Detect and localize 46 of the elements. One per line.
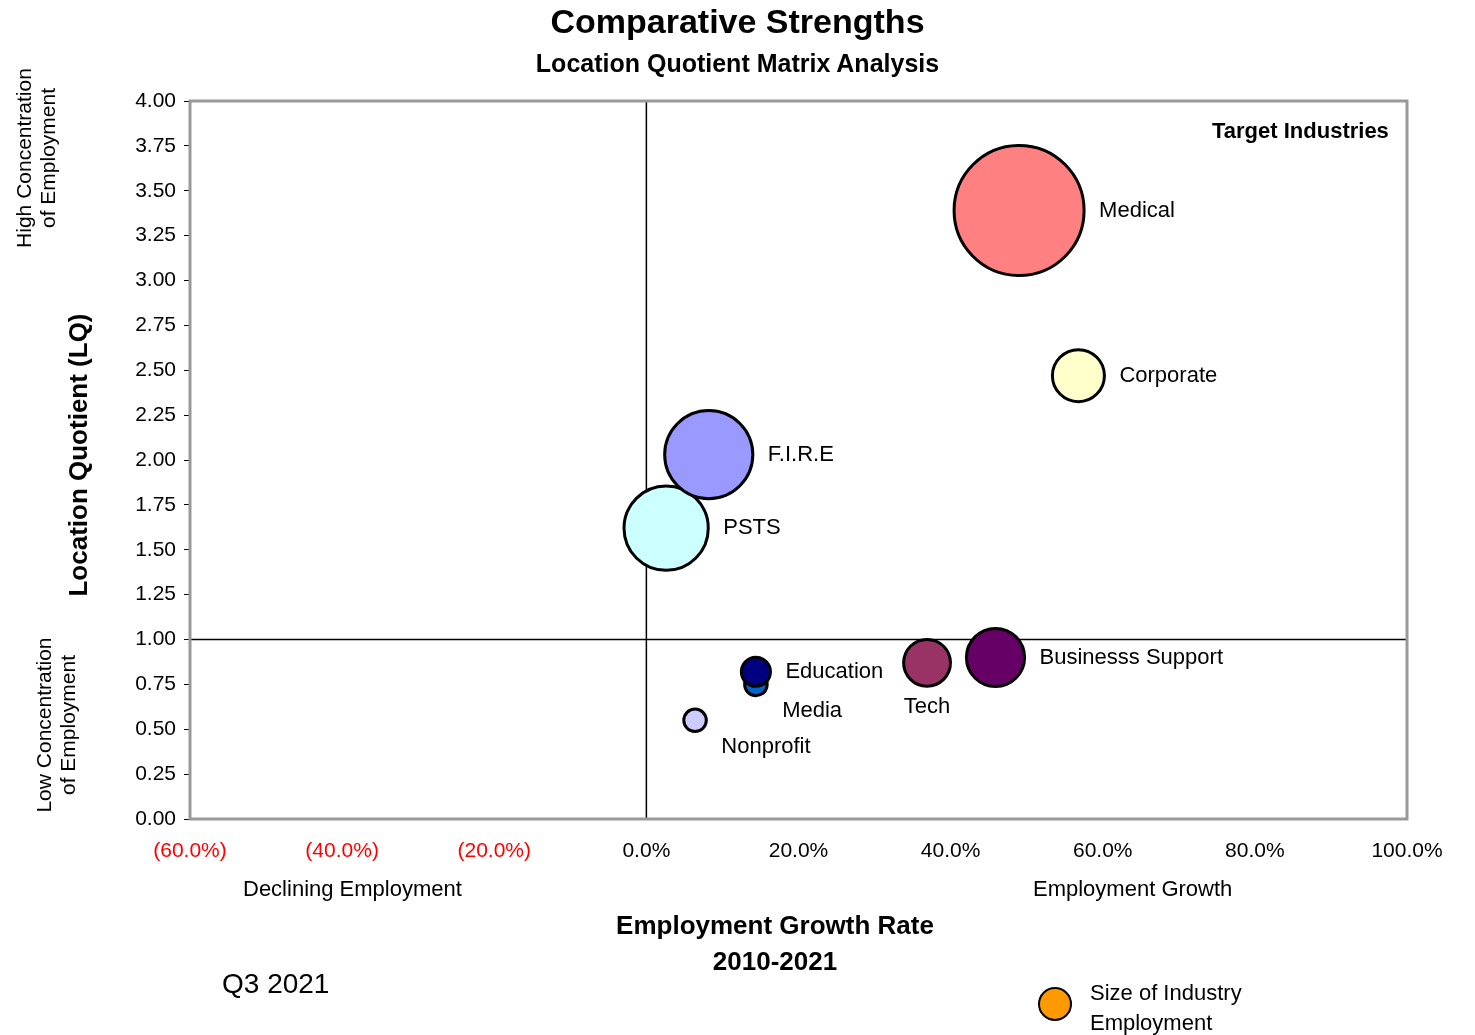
- text: Size of Industry Employment: [1090, 979, 1242, 1035]
- y-tick-label: 4.00: [135, 87, 176, 111]
- x-tick-label: (40.0%): [305, 838, 379, 862]
- y-tick-label: 1.50: [135, 536, 176, 560]
- y-tick-label: 1.75: [135, 491, 176, 515]
- series-label: Media: [782, 696, 843, 722]
- text: Declining Employment: [243, 876, 462, 902]
- series-label: Education: [785, 657, 884, 683]
- text: Q3 2021: [222, 968, 330, 1000]
- y-tick-label: 1.00: [135, 626, 176, 650]
- series-label: Businesss Support: [1039, 643, 1224, 669]
- y-tick-label: 2.25: [135, 401, 176, 425]
- text: Low Concentration of Employment: [32, 637, 80, 813]
- x-tick-label: (60.0%): [153, 838, 227, 862]
- y-tick-label: 3.50: [135, 177, 176, 201]
- series-label: Nonprofit: [721, 732, 811, 758]
- y-tick-label: 3.00: [135, 267, 176, 291]
- y-tick-label: 2.00: [135, 446, 176, 470]
- x-tick-label: 100.0%: [1371, 838, 1443, 862]
- y-tick-label: 0.00: [135, 805, 176, 829]
- x-axis-title: Employment Growth Rate 2010-2021: [615, 909, 935, 978]
- series-label: F.I.R.E: [767, 440, 834, 466]
- text: Employment Growth: [1033, 876, 1233, 902]
- y-tick-label: 2.75: [135, 312, 176, 336]
- y-tick-label: 0.75: [135, 671, 176, 695]
- text: High Concentration of Employment: [12, 68, 60, 248]
- chart-title: Comparative Strengths: [549, 2, 926, 41]
- y-tick-label: 0.50: [135, 716, 176, 740]
- y-tick-label: 2.50: [135, 357, 176, 381]
- x-tick-label: 80.0%: [1225, 838, 1285, 862]
- series-label: Medical: [1099, 196, 1175, 222]
- x-tick-label: 0.0%: [622, 838, 671, 862]
- y-tick-label: 3.25: [135, 222, 176, 246]
- x-tick-label: (20.0%): [457, 838, 532, 862]
- chart-subtitle: Location Quotient Matrix Analysis: [535, 49, 940, 77]
- annotation: Target Industries: [1212, 118, 1389, 144]
- y-tick-label: 3.75: [135, 132, 176, 156]
- x-tick-label: 60.0%: [1072, 838, 1133, 862]
- y-axis-title: Location Quotient (LQ): [62, 313, 94, 597]
- x-tick-label: 40.0%: [920, 838, 981, 862]
- y-tick-label: 1.25: [135, 581, 176, 605]
- series-label: Tech: [903, 693, 951, 719]
- y-tick-label: 0.25: [135, 760, 176, 784]
- series-label: Corporate: [1119, 361, 1218, 387]
- series-label: PSTS: [723, 514, 781, 540]
- x-tick-label: 20.0%: [768, 838, 829, 862]
